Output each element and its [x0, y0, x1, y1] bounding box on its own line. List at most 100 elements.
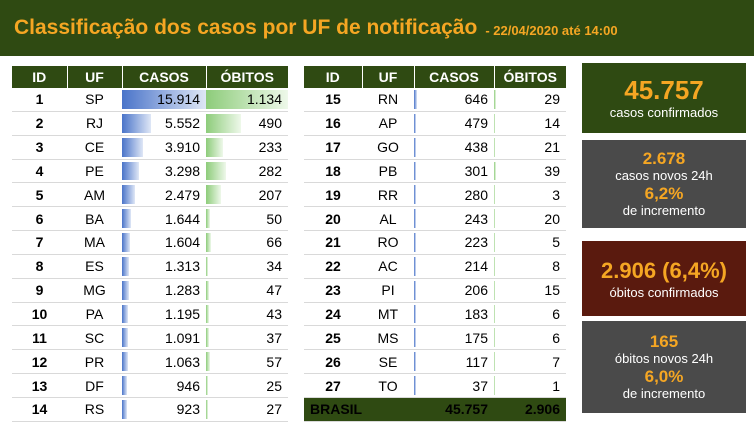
row-uf: MA [67, 230, 122, 255]
casos-value: 280 [464, 186, 488, 203]
row-casos: 923 [122, 397, 206, 422]
casos-value: 15.914 [157, 91, 200, 108]
confirmed-cases-label: casos confirmados [609, 105, 719, 120]
casos-bar [414, 256, 416, 276]
row-id: 7 [12, 230, 67, 255]
row-casos: 1.604 [122, 230, 206, 255]
obitos-bar [206, 233, 211, 252]
row-obitos: 1.134 [206, 88, 288, 112]
row-uf: AC [362, 254, 414, 279]
casos-bar [122, 280, 129, 300]
casos-value: 438 [464, 139, 488, 156]
row-uf: CE [67, 135, 122, 160]
row-casos: 1.195 [122, 302, 206, 327]
casos-value: 1.195 [164, 306, 200, 323]
table-row: 9 MG 1.283 47 [12, 278, 288, 303]
table-row: 8 ES 1.313 34 [12, 254, 288, 279]
casos-value: 3.298 [164, 162, 200, 179]
row-uf: PE [67, 159, 122, 184]
obitos-bar [206, 256, 209, 276]
casos-bar [122, 256, 129, 276]
obitos-bar [494, 376, 496, 395]
obitos-bar [494, 137, 496, 157]
casos-bar [122, 161, 140, 181]
obitos-bar [206, 399, 208, 419]
casos-bar [414, 304, 416, 324]
row-id: 25 [304, 325, 362, 351]
row-uf: AL [362, 206, 414, 232]
obitos-value: 6 [552, 306, 560, 323]
casos-value: 1.604 [164, 234, 200, 251]
obitos-value: 37 [266, 329, 282, 346]
new-deaths-card: 165 óbitos novos 24h 6,0% de incremento [582, 321, 746, 413]
deaths-label: óbitos confirmados [609, 284, 719, 300]
casos-value: 223 [464, 234, 488, 251]
row-obitos: 8 [494, 254, 566, 279]
row-casos: 1.063 [122, 349, 206, 375]
row-id: 5 [12, 182, 67, 208]
row-uf: BA [67, 206, 122, 232]
row-casos: 438 [414, 135, 494, 160]
casos-value: 1.283 [164, 282, 200, 299]
obitos-value: 43 [266, 306, 282, 323]
row-obitos: 233 [206, 135, 288, 160]
casos-value: 5.552 [164, 115, 200, 132]
new-deaths-pct: 6,0% [644, 367, 684, 386]
row-casos: 1.091 [122, 325, 206, 351]
table-row: 18 PB 301 39 [304, 159, 566, 184]
col-header-uf: UF [362, 66, 415, 88]
obitos-value: 15 [544, 282, 560, 299]
table-row: 26 SE 117 7 [304, 349, 566, 375]
casos-value: 1.313 [164, 258, 200, 275]
page-title: Classificação dos casos por UF de notifi… [14, 16, 478, 39]
row-id: 13 [12, 373, 67, 398]
row-casos: 946 [122, 373, 206, 398]
deaths-card: 2.906 (6,4%) óbitos confirmados [582, 241, 746, 316]
table-row: 19 RR 280 3 [304, 182, 566, 208]
casos-bar [414, 113, 417, 133]
casos-bar [122, 376, 127, 395]
row-obitos: 6 [494, 325, 566, 351]
col-header-obitos: ÓBITOS [494, 66, 566, 88]
obitos-bar [206, 376, 208, 395]
casos-bar [414, 280, 416, 300]
row-casos: 3.910 [122, 135, 206, 160]
row-uf: RO [362, 230, 414, 255]
row-uf: DF [67, 373, 122, 398]
row-obitos: 1 [494, 373, 566, 398]
casos-bar [414, 209, 416, 229]
row-uf: AM [67, 182, 122, 208]
row-obitos: 7 [494, 349, 566, 375]
row-uf: MT [362, 302, 414, 327]
row-id: 10 [12, 302, 67, 327]
row-uf: SC [67, 325, 122, 351]
obitos-bar [206, 113, 242, 133]
casos-bar [122, 304, 129, 324]
row-casos: 5.552 [122, 111, 206, 136]
casos-bar [414, 352, 416, 372]
row-id: 14 [12, 397, 67, 422]
row-obitos: 57 [206, 349, 288, 375]
table-row: 2 RJ 5.552 490 [12, 111, 288, 136]
obitos-bar [206, 137, 223, 157]
new-cases-value: 2.678 [642, 149, 686, 168]
casos-value: 117 [465, 353, 488, 370]
row-obitos: 14 [494, 111, 566, 136]
table-row: 25 MS 175 6 [304, 325, 566, 351]
obitos-value: 50 [266, 210, 282, 227]
casos-value: 1.063 [164, 353, 200, 370]
row-casos: 646 [414, 88, 494, 112]
obitos-bar [206, 161, 227, 181]
obitos-bar [494, 209, 496, 229]
obitos-value: 1.134 [246, 91, 282, 108]
col-header-id: ID [304, 66, 363, 88]
obitos-value: 27 [266, 401, 282, 418]
table-row: 11 SC 1.091 37 [12, 325, 288, 351]
page-subtitle: - 22/04/2020 até 14:00 [485, 22, 618, 38]
casos-bar [414, 137, 417, 157]
obitos-bar [494, 328, 496, 348]
obitos-bar [494, 185, 496, 205]
row-uf: PI [362, 278, 414, 303]
casos-value: 175 [464, 329, 488, 346]
table-row: 13 DF 946 25 [12, 373, 288, 398]
